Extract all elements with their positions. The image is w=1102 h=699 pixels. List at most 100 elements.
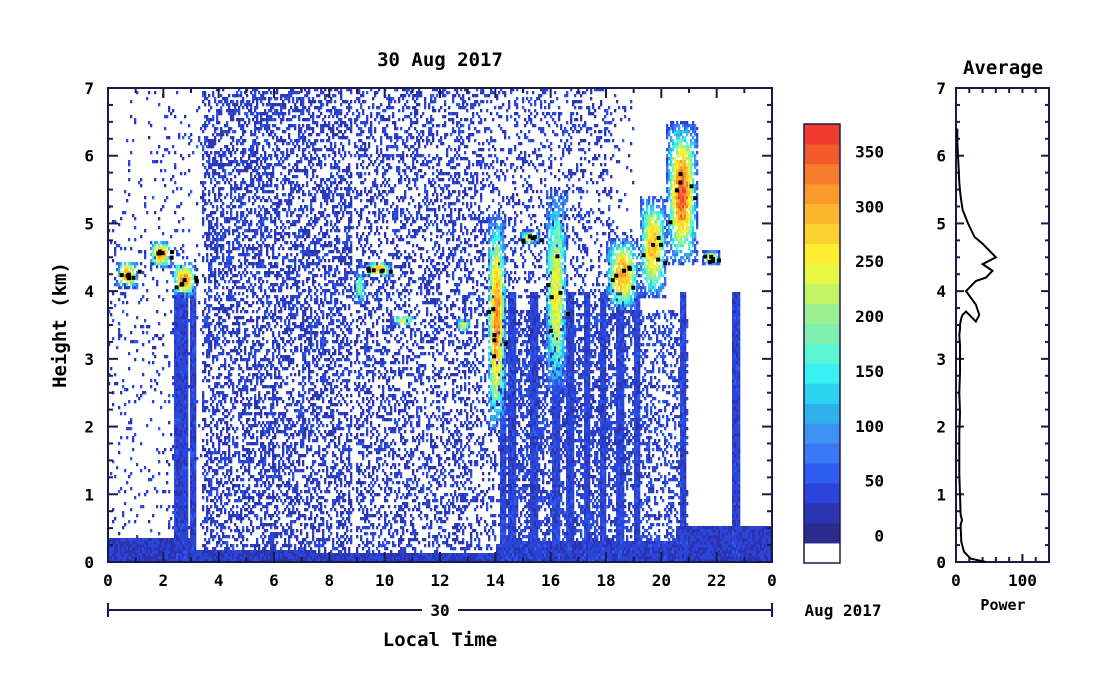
heatmap-cell <box>274 466 277 470</box>
heatmap-cell <box>142 295 145 299</box>
heatmap-cell <box>228 262 231 266</box>
heatmap-cell <box>264 271 267 275</box>
heatmap-cell <box>270 475 273 479</box>
heatmap-cell <box>190 436 193 440</box>
heatmap-cell <box>290 424 293 428</box>
heatmap-cell <box>264 529 267 533</box>
heatmap-cell <box>210 151 213 155</box>
heatmap-cell <box>148 559 151 563</box>
heatmap-cell <box>112 292 115 296</box>
heatmap-cell <box>252 235 255 239</box>
heatmap-cell <box>126 481 129 485</box>
heatmap-cell <box>184 523 187 527</box>
heatmap-cell <box>134 262 137 266</box>
heatmap-cell <box>180 121 183 125</box>
heatmap-cell <box>118 544 121 548</box>
heatmap-cell <box>210 466 213 470</box>
heatmap-cell <box>252 319 255 323</box>
heatmap-cell <box>118 223 121 227</box>
heatmap-cell <box>250 397 253 401</box>
heatmap-cell <box>166 550 169 554</box>
heatmap-cell <box>194 445 197 449</box>
heatmap-cell <box>210 427 213 431</box>
heatmap-cell <box>232 160 235 164</box>
heatmap-cell <box>286 451 289 455</box>
heatmap-cell <box>154 541 157 545</box>
heatmap-cell <box>286 358 289 362</box>
heatmap-cell <box>258 250 261 254</box>
heatmap-cell <box>290 94 293 98</box>
heatmap-cell <box>262 421 265 425</box>
heatmap-cell <box>244 331 247 335</box>
heatmap-cell <box>216 340 219 344</box>
heatmap-cell <box>216 358 219 362</box>
heatmap-cell <box>216 205 219 209</box>
heatmap-cell <box>156 283 159 287</box>
heatmap-cell <box>274 97 277 101</box>
heatmap-cell <box>278 274 281 278</box>
heatmap-cell <box>264 217 267 221</box>
heatmap-cell <box>182 340 185 344</box>
heatmap-cell <box>150 241 153 245</box>
heatmap-cell <box>244 103 247 107</box>
heatmap-cell <box>148 325 151 329</box>
heatmap-cell <box>288 232 291 236</box>
heatmap-cell <box>274 118 277 122</box>
heatmap-cell <box>190 415 193 419</box>
heatmap-cell <box>246 100 249 104</box>
heatmap-cell <box>272 454 275 458</box>
heatmap-cell <box>222 178 225 182</box>
heatmap-cell <box>120 280 123 284</box>
heatmap-cell <box>126 541 129 545</box>
heatmap-cell <box>216 280 219 284</box>
heatmap-cell <box>254 406 257 410</box>
heatmap-cell <box>202 439 205 443</box>
heatmap-cell <box>124 286 127 290</box>
heatmap-cell <box>260 154 263 158</box>
heatmap-cell <box>224 553 227 557</box>
heatmap-cell <box>162 247 165 251</box>
heatmap-cell <box>280 136 283 140</box>
heatmap-cell <box>206 319 209 323</box>
heatmap-cell <box>272 538 275 542</box>
heatmap-cell <box>222 208 225 212</box>
heatmap-cell <box>280 220 283 224</box>
heatmap-cell <box>190 343 193 347</box>
heatmap-cell <box>238 451 241 455</box>
heatmap-cell <box>178 307 181 311</box>
heatmap-cell <box>174 457 177 461</box>
heatmap-cell <box>228 232 231 236</box>
heatmap-cell <box>122 559 125 563</box>
heatmap-cell <box>248 280 251 284</box>
heatmap-cell <box>220 154 223 158</box>
heatmap-cell <box>204 364 207 368</box>
heatmap-cell <box>242 388 245 392</box>
heatmap-cell <box>210 166 213 170</box>
heatmap-cell <box>288 178 291 182</box>
heatmap-cell <box>290 559 293 563</box>
heatmap-cell <box>290 445 293 449</box>
heatmap-cell <box>222 307 225 311</box>
heatmap-cell <box>206 556 209 560</box>
heatmap-cell <box>288 448 291 452</box>
heatmap-cell <box>182 445 185 449</box>
heatmap-cell <box>224 559 227 563</box>
heatmap-cell <box>158 472 161 476</box>
heatmap-cell <box>246 544 249 548</box>
heatmap-cell <box>212 547 215 551</box>
heatmap-cell <box>180 487 183 491</box>
heatmap-cell <box>274 337 277 341</box>
heatmap-cell <box>186 385 189 389</box>
heatmap-cell <box>260 457 263 461</box>
heatmap-cell <box>154 550 157 554</box>
heatmap-cell <box>180 295 183 299</box>
heatmap-cell <box>162 367 165 371</box>
heatmap-cell <box>194 400 197 404</box>
heatmap-cell <box>224 436 227 440</box>
heatmap-cell <box>250 511 253 515</box>
heatmap-cell <box>270 385 273 389</box>
heatmap-cell <box>192 322 195 326</box>
heatmap-cell <box>288 478 291 482</box>
heatmap-cell <box>202 484 205 488</box>
heatmap-cell <box>280 397 283 401</box>
